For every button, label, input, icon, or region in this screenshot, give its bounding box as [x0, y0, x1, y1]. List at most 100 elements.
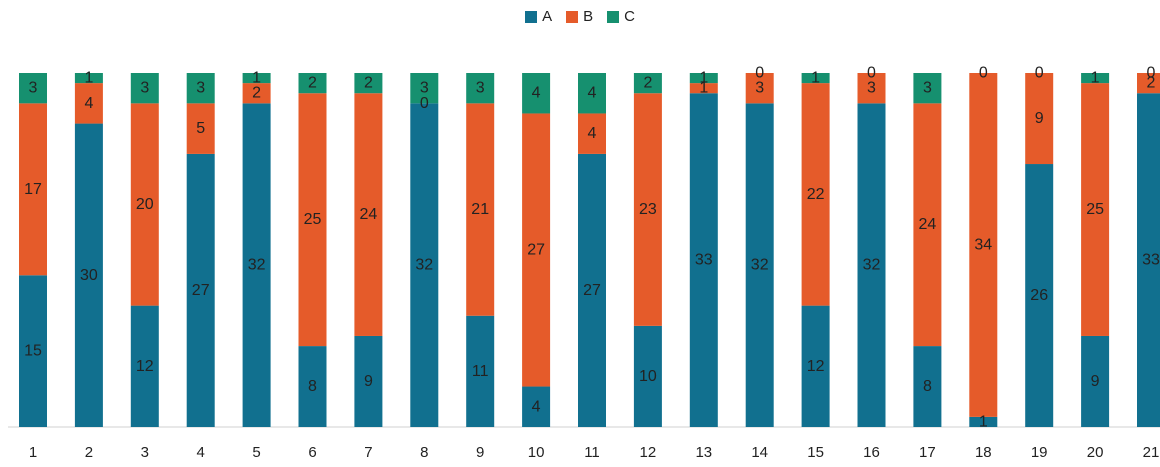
data-label-a-20: 9	[1091, 373, 1100, 390]
bar-segment-a-9	[466, 315, 495, 427]
bar-segment-c-17	[913, 73, 942, 104]
bar-segment-c-20	[1081, 73, 1110, 84]
data-label-b-21: 2	[1147, 75, 1156, 92]
bar-segment-a-5	[242, 103, 271, 427]
x-tick-label-3: 3	[141, 444, 149, 461]
bar-segment-a-15	[801, 305, 830, 427]
x-tick-label-15: 15	[807, 444, 824, 461]
bar-segment-a-20	[1081, 335, 1110, 427]
data-label-c-10: 4	[532, 85, 541, 102]
legend-item-a: A	[525, 8, 552, 25]
x-tick-label-9: 9	[476, 444, 484, 461]
bar-segment-b-1	[19, 103, 47, 276]
data-label-b-12: 23	[639, 201, 657, 218]
legend-item-b: B	[566, 8, 593, 25]
bar-segment-b-20	[1081, 83, 1110, 336]
bar-segment-c-8	[410, 73, 439, 104]
data-label-b-1: 17	[24, 181, 42, 198]
legend-swatch-c	[607, 10, 620, 23]
bar-segment-b-18	[969, 73, 998, 417]
data-label-b-8: 0	[420, 95, 429, 112]
data-label-c-7: 2	[364, 75, 373, 92]
bar-segment-b-2	[74, 83, 103, 124]
data-label-a-2: 30	[80, 267, 98, 284]
bar-segment-b-12	[633, 93, 662, 326]
bar-segment-c-10	[522, 73, 551, 114]
data-label-c-11: 4	[588, 85, 597, 102]
data-label-b-11: 4	[588, 125, 597, 142]
data-label-b-3: 20	[136, 196, 154, 213]
bar-segment-b-7	[354, 93, 383, 336]
x-tick-label-11: 11	[584, 444, 600, 461]
bar-segment-b-3	[130, 103, 159, 306]
data-label-a-6: 8	[308, 378, 317, 395]
data-label-b-15: 22	[807, 186, 825, 203]
bar-segment-b-21	[1137, 73, 1160, 94]
bar-segment-b-17	[913, 103, 942, 347]
data-label-c-8: 3	[420, 80, 429, 97]
bar-segment-a-10	[522, 386, 551, 427]
data-label-c-17: 3	[923, 80, 932, 97]
x-tick-label-1: 1	[29, 444, 37, 461]
bar-segment-a-6	[298, 346, 327, 427]
legend: A B C	[0, 8, 1160, 25]
data-label-a-5: 32	[248, 257, 266, 274]
bar-segment-b-19	[1025, 73, 1054, 165]
data-label-a-9: 11	[472, 363, 489, 380]
bar-segment-a-21	[1137, 93, 1160, 427]
bar-segment-a-16	[857, 103, 886, 427]
bar-segment-b-13	[689, 83, 718, 94]
legend-swatch-b	[566, 10, 579, 23]
legend-label-c: C	[624, 8, 635, 25]
bar-segment-b-10	[522, 113, 551, 387]
data-label-b-9: 21	[471, 201, 489, 218]
bar-segment-c-4	[186, 73, 215, 104]
x-tick-label-4: 4	[197, 444, 205, 461]
data-label-a-11: 27	[583, 282, 601, 299]
data-label-b-14: 3	[755, 80, 764, 97]
data-label-a-13: 33	[695, 252, 713, 269]
x-tick-label-5: 5	[252, 444, 260, 461]
x-tick-label-12: 12	[640, 444, 657, 461]
bar-segment-c-5	[242, 73, 271, 84]
data-label-c-9: 3	[476, 80, 485, 97]
data-label-a-1: 15	[24, 343, 42, 360]
x-tick-label-10: 10	[528, 444, 545, 461]
bar-segment-c-11	[578, 73, 606, 114]
bar-segment-a-4	[186, 153, 215, 427]
x-tick-label-2: 2	[85, 444, 93, 461]
bar-segment-c-6	[298, 73, 327, 94]
data-label-c-2: 1	[84, 70, 93, 87]
data-label-b-18: 34	[974, 236, 992, 253]
x-tick-label-16: 16	[863, 444, 880, 461]
data-label-c-3: 3	[140, 80, 149, 97]
data-label-b-4: 5	[196, 120, 205, 137]
x-tick-label-21: 21	[1143, 444, 1160, 461]
bar-segment-a-11	[578, 153, 606, 427]
bar-segment-a-18	[969, 416, 998, 427]
data-label-c-16: 0	[867, 65, 876, 82]
bar-segment-a-19	[1025, 164, 1054, 427]
data-label-c-15: 1	[811, 70, 820, 87]
data-label-b-2: 4	[84, 95, 93, 112]
bar-segment-c-1	[19, 73, 47, 104]
bar-segment-a-1	[19, 275, 47, 427]
data-label-a-12: 10	[639, 368, 657, 385]
data-label-a-16: 32	[863, 257, 881, 274]
data-label-c-5: 1	[252, 70, 261, 87]
data-label-b-5: 2	[252, 85, 261, 102]
bar-segment-a-12	[633, 325, 662, 427]
data-label-b-6: 25	[304, 211, 322, 228]
x-tick-label-20: 20	[1087, 444, 1104, 461]
data-label-c-21: 0	[1147, 65, 1156, 82]
data-label-a-8: 32	[415, 257, 433, 274]
legend-label-a: A	[542, 8, 553, 25]
bar-segment-a-14	[745, 103, 774, 427]
bar-segment-c-2	[74, 73, 103, 84]
bar-segment-b-15	[801, 83, 830, 306]
bar-segment-c-15	[801, 73, 830, 84]
x-tick-label-13: 13	[695, 444, 712, 461]
x-tick-label-14: 14	[751, 444, 768, 461]
data-label-a-7: 9	[364, 373, 373, 390]
bar-segment-b-14	[745, 73, 774, 104]
